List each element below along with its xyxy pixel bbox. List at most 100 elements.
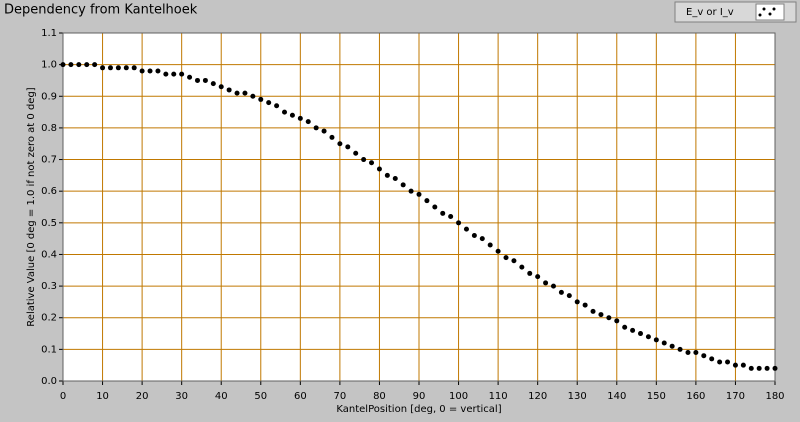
y-tick-label: 1.1 xyxy=(41,28,57,39)
data-point xyxy=(471,232,477,238)
data-point xyxy=(463,226,469,232)
data-point xyxy=(179,71,185,77)
x-tick-label: 60 xyxy=(294,391,307,402)
data-point xyxy=(400,182,406,188)
data-point xyxy=(622,324,628,330)
legend-icon-dot xyxy=(772,7,776,11)
data-point xyxy=(440,210,446,216)
data-point xyxy=(369,160,375,166)
data-point xyxy=(677,346,683,352)
data-point xyxy=(614,318,620,324)
data-point xyxy=(250,93,256,99)
legend-label: E_v or I_v xyxy=(686,7,734,18)
data-point xyxy=(606,315,612,321)
data-point xyxy=(234,90,240,96)
x-tick-label: 180 xyxy=(765,391,784,402)
data-point xyxy=(218,84,224,90)
data-point xyxy=(701,353,707,359)
data-point xyxy=(598,312,604,318)
data-point xyxy=(630,327,636,333)
data-point xyxy=(242,90,248,96)
data-point xyxy=(709,356,715,362)
data-point xyxy=(147,68,153,74)
data-point xyxy=(566,293,572,299)
data-point xyxy=(638,331,644,337)
data-point xyxy=(408,188,414,194)
x-tick-label: 130 xyxy=(568,391,587,402)
x-tick-label: 160 xyxy=(686,391,705,402)
y-tick-label: 0.7 xyxy=(41,155,57,166)
y-tick-label: 0.0 xyxy=(41,376,57,387)
data-point xyxy=(503,255,509,261)
data-point xyxy=(756,365,762,371)
data-point xyxy=(717,359,723,365)
data-point xyxy=(527,270,533,276)
data-point xyxy=(416,191,422,197)
x-tick-label: 10 xyxy=(96,391,109,402)
data-point xyxy=(187,74,193,80)
data-point xyxy=(582,302,588,308)
data-point xyxy=(289,112,295,118)
data-point xyxy=(282,109,288,115)
data-point xyxy=(384,172,390,178)
data-point xyxy=(424,198,430,204)
data-point xyxy=(266,100,272,106)
data-point xyxy=(68,62,74,68)
data-point xyxy=(645,334,651,340)
data-point xyxy=(274,103,280,109)
x-tick-label: 150 xyxy=(647,391,666,402)
data-point xyxy=(748,365,754,371)
data-point xyxy=(392,176,398,182)
data-point xyxy=(76,62,82,68)
data-point xyxy=(669,343,675,349)
data-point xyxy=(337,141,343,147)
data-point xyxy=(92,62,98,68)
y-tick-label: 0.3 xyxy=(41,281,57,292)
data-point xyxy=(194,77,200,83)
data-point xyxy=(511,258,517,264)
data-point xyxy=(123,65,129,71)
y-tick-label: 0.5 xyxy=(41,218,57,229)
y-tick-label: 0.4 xyxy=(41,249,57,260)
plot-frame xyxy=(62,32,776,382)
x-axis-label: KantelPosition [deg, 0 = vertical] xyxy=(336,404,501,415)
data-point xyxy=(661,340,667,346)
data-point xyxy=(574,299,580,305)
x-tick-label: 0 xyxy=(60,391,66,402)
y-tick-label: 1.0 xyxy=(41,60,57,71)
data-point xyxy=(432,204,438,210)
data-point xyxy=(226,87,232,93)
data-point xyxy=(448,213,454,219)
data-point xyxy=(550,283,556,289)
data-point xyxy=(361,157,367,163)
y-tick-label: 0.1 xyxy=(41,344,57,355)
data-point xyxy=(693,350,699,356)
data-point xyxy=(321,128,327,134)
x-tick-label: 100 xyxy=(449,391,468,402)
data-point xyxy=(653,337,659,343)
data-point xyxy=(305,119,311,125)
x-tick-label: 120 xyxy=(528,391,547,402)
data-point xyxy=(329,134,335,140)
x-tick-label: 170 xyxy=(726,391,745,402)
data-point xyxy=(543,280,549,286)
data-point xyxy=(725,359,731,365)
legend-swatch xyxy=(755,3,785,21)
y-tick-label: 0.2 xyxy=(41,313,57,324)
x-tick-label: 80 xyxy=(373,391,386,402)
data-point xyxy=(139,68,145,74)
legend-icon-dot xyxy=(762,7,766,11)
data-point xyxy=(313,125,319,131)
data-point xyxy=(115,65,121,71)
data-point xyxy=(772,365,778,371)
x-tick-label: 90 xyxy=(413,391,426,402)
data-point xyxy=(131,65,137,71)
x-tick-label: 30 xyxy=(175,391,188,402)
data-point xyxy=(171,71,177,77)
data-point xyxy=(590,308,596,314)
data-point xyxy=(740,362,746,368)
data-point xyxy=(60,62,66,68)
data-point xyxy=(487,242,493,248)
data-point xyxy=(456,220,462,226)
